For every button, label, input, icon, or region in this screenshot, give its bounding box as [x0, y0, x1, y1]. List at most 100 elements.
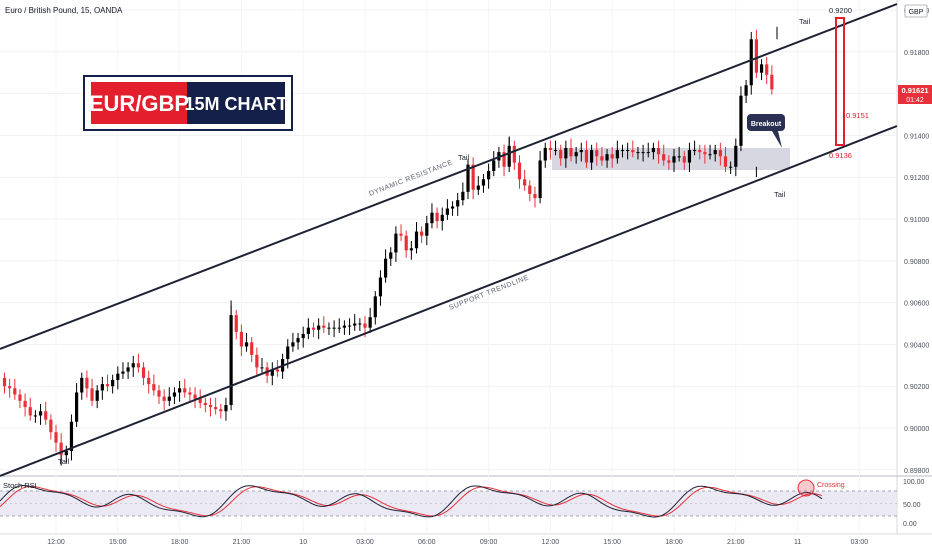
candle-body	[553, 150, 558, 152]
candle-body	[116, 373, 120, 380]
candle-body	[723, 156, 728, 167]
currency-box	[904, 4, 928, 18]
currency-label: GBP	[909, 9, 924, 16]
candle-body	[698, 150, 702, 153]
candle-body	[111, 379, 115, 387]
time-tick-label: 21:00	[727, 539, 745, 546]
time-tick-label: 15:00	[109, 539, 127, 546]
candle-body	[214, 407, 218, 410]
candle-body	[528, 185, 532, 194]
candle-body	[523, 179, 527, 186]
candle-body	[512, 145, 516, 163]
candle-body	[656, 147, 661, 155]
candle-body	[203, 402, 207, 406]
candle-body	[703, 152, 707, 155]
candle-body	[605, 154, 609, 161]
candle-body	[378, 277, 383, 297]
candle-body	[626, 150, 630, 152]
target-range-bar	[835, 17, 845, 146]
last-price-marker: 0.91621 01:42	[898, 85, 932, 104]
candle-body	[28, 407, 32, 416]
badge-pair-text: EUR/GBP	[89, 91, 189, 116]
candle-body	[389, 252, 393, 259]
price-tick-label: 0.89800	[904, 468, 929, 475]
breakout-label: Breakout	[751, 121, 782, 128]
stoch-rsi-pane: Crossing Stoch RSI 100.00 50.00 0.00	[0, 479, 925, 528]
candle-body	[461, 191, 465, 201]
candle-body	[373, 296, 377, 318]
candle-body	[770, 74, 774, 90]
time-tick-label: 12:00	[47, 539, 65, 546]
candle-body	[610, 154, 614, 159]
candle-body	[620, 150, 625, 152]
candle-body	[662, 154, 666, 161]
candle-body	[286, 346, 290, 360]
candle-body	[126, 367, 130, 372]
stoch-k-line	[0, 484, 823, 518]
chart-badge: EUR/GBP 15M CHART	[83, 75, 293, 131]
candle-body	[193, 394, 197, 399]
candle-body	[672, 156, 676, 163]
candle-body	[641, 152, 645, 154]
candle-body	[579, 150, 583, 153]
candle-body	[445, 208, 449, 215]
candle-body	[533, 193, 537, 199]
badge-timeframe-text: 15M CHART	[184, 94, 287, 114]
time-tick-label: 11	[794, 539, 801, 546]
candle-body	[208, 405, 213, 408]
last-price-value: 0.91621	[901, 86, 928, 95]
price-tick-label: 0.91400	[904, 133, 929, 140]
tail-label-top: Tail	[799, 17, 811, 26]
breakout-box	[747, 114, 785, 131]
candle-body	[430, 212, 434, 224]
candle-body	[136, 363, 140, 368]
candle-body	[234, 315, 238, 332]
time-axis[interactable]: 12:00 15:00 18:00 21:00 10 03:00 06:00 09:00 12:…	[47, 539, 868, 546]
candle-body	[543, 147, 547, 161]
candle-body	[90, 388, 94, 401]
candle-body	[466, 164, 470, 192]
candle-body	[178, 388, 182, 393]
candle-body	[765, 64, 769, 75]
candle-body	[718, 150, 722, 157]
candle-body	[2, 377, 7, 387]
last-price-box	[898, 85, 932, 104]
candle-body	[23, 400, 27, 408]
time-tick-label: 03:00	[356, 539, 374, 546]
candle-body	[574, 152, 578, 157]
candle-body	[425, 223, 429, 236]
candle-body	[342, 325, 346, 328]
candle-body	[471, 164, 475, 190]
candle-body	[687, 150, 692, 163]
candle-body	[420, 231, 424, 236]
candle-body	[384, 258, 388, 278]
candle-body	[476, 185, 480, 190]
candle-body	[75, 392, 79, 422]
time-tick-label: 21:00	[233, 539, 251, 546]
crossing-label: Crossing	[817, 482, 845, 489]
candle-body	[49, 419, 53, 433]
stoch-tick-0: 0.00	[903, 521, 917, 528]
candle-body	[481, 179, 486, 186]
candle-body	[219, 409, 223, 412]
dynamic-resistance-line[interactable]	[0, 3, 898, 350]
candle-body	[301, 333, 305, 339]
breakout-pointer	[772, 131, 782, 148]
candle-body	[311, 327, 316, 330]
candle-body	[162, 396, 166, 401]
candle-body	[317, 325, 321, 330]
candle-body	[38, 411, 43, 416]
candle-body	[100, 384, 104, 391]
candle-body	[492, 160, 496, 171]
candle-body	[33, 415, 37, 417]
candle-body	[198, 398, 202, 403]
support-trendline[interactable]	[0, 125, 898, 477]
chart-title: Euro / British Pound, 15, OANDA	[5, 6, 123, 15]
candle-body	[64, 450, 68, 456]
candle-body	[502, 152, 506, 167]
target-level-bottom: 0.9136	[829, 151, 852, 160]
time-tick-label: 03:00	[851, 539, 869, 546]
candle-body	[636, 152, 640, 154]
